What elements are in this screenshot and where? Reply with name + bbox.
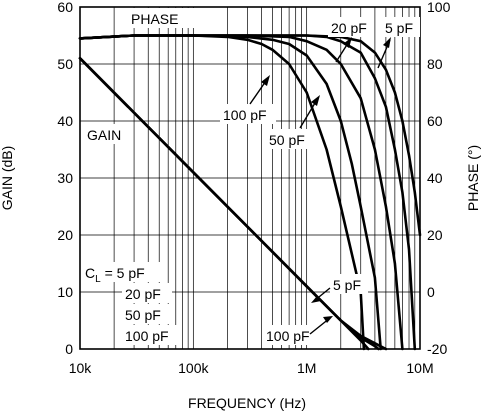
y-left-tick-label: 20 [57,227,73,243]
arrow-head-gain-100pf [323,316,333,323]
y-right-axis-label: PHASE (°) [465,145,481,211]
curves [78,34,422,351]
arrow-head-phase-50pf [311,95,320,106]
arrow-head-phase-20pf [343,37,352,48]
phase-20pf-label: 20 pF [331,20,367,36]
y-right-tick-label: 80 [427,56,443,72]
y-right-tick-label: 100 [427,0,451,15]
cl-100pf-label: 100 pF [125,328,169,344]
tick-labels: 10k 100k 1M 10M 0 10 20 30 40 50 60 -20 0 20 40 60 80 100 [57,0,450,376]
plot-frame [79,6,421,350]
y-right-tick-label: 60 [427,113,443,129]
gain-100pf-label: 100 pF [266,328,310,344]
y-left-axis-label: GAIN (dB) [0,146,15,211]
y-left-tick-label: 50 [57,56,73,72]
gain-curve-2 [78,57,388,351]
x-tick-label: 10k [69,360,93,376]
cl-50pf-label: 50 pF [125,307,161,323]
arrow-head-gain-5pf [311,296,321,303]
gain-label: GAIN [87,127,121,143]
y-right-tick-label: 0 [427,284,435,300]
phase-5pf-label: 5 pF [385,20,413,36]
annotations: PHASE GAIN 20 pF 5 pF 100 pF 50 pF CL = … [82,8,420,345]
x-tick-label: 100k [178,360,209,376]
phase-curve-7 [78,34,422,237]
arrow-head-phase-100pf [261,75,270,86]
arrow-head-phase-5pf [383,37,391,48]
y-right-tick-label: 20 [427,227,443,243]
y-left-tick-label: 40 [57,113,73,129]
x-axis-label: FREQUENCY (Hz) [188,395,306,411]
y-left-tick-label: 10 [57,284,73,300]
y-right-tick-label: 40 [427,170,443,186]
phase-50pf-label: 50 pF [269,132,305,148]
phase-100pf-label: 100 pF [223,107,267,123]
y-right-tick-label: -20 [427,341,447,357]
cl-20pf-label: 20 pF [125,286,161,302]
x-tick-label: 10M [406,360,433,376]
phase-label: PHASE [131,11,178,27]
gain-5pf-label: 5 pF [333,277,361,293]
x-tick-label: 1M [297,360,316,376]
cl-5pf-label: CL = 5 pF [85,265,145,285]
y-left-tick-label: 30 [57,170,73,186]
y-left-tick-label: 0 [65,341,73,357]
y-left-tick-label: 60 [57,0,73,15]
